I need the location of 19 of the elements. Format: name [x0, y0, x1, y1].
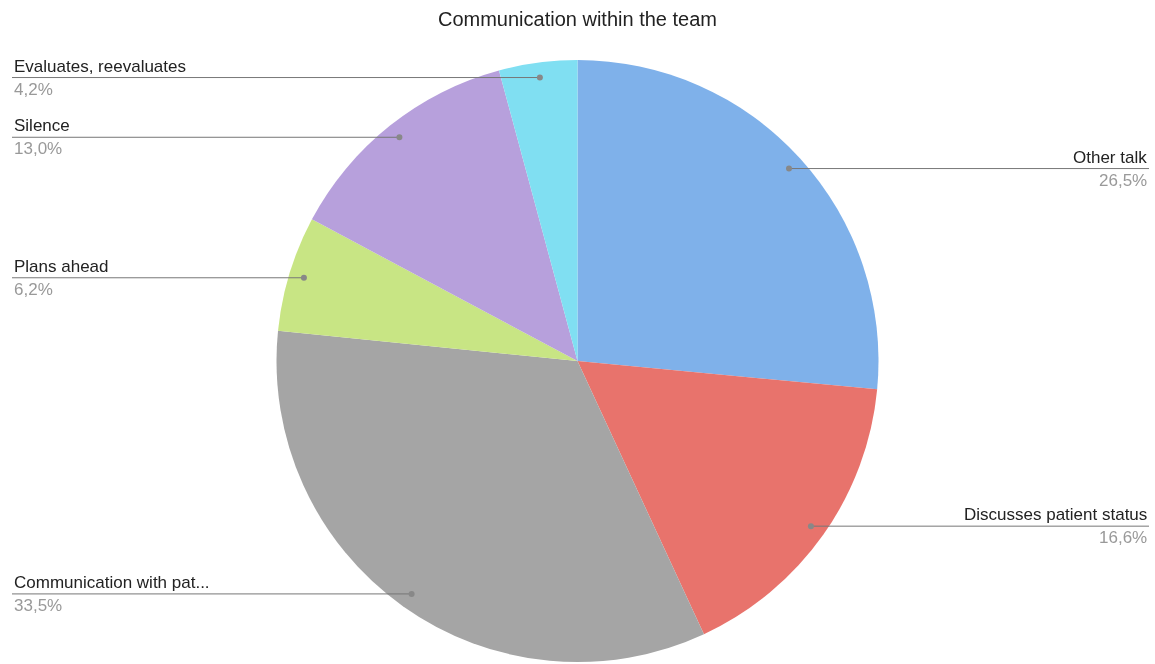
slice-label: Plans ahead	[14, 257, 109, 276]
data-label: 26,5%	[1099, 171, 1148, 190]
data-label: 4,2%	[14, 80, 53, 99]
pie-slice	[278, 219, 578, 361]
pie-slice	[577, 60, 879, 390]
pie-slice	[311, 70, 578, 361]
slice-label: Evaluates, reevaluates	[14, 57, 186, 76]
pie-slice	[276, 330, 704, 662]
slice-label: Communication with pat...	[14, 573, 210, 592]
pie-slice	[498, 60, 578, 361]
slice-label: Discusses patient status	[964, 505, 1148, 524]
data-label: 33,5%	[14, 596, 63, 615]
slice-label: Other talk	[1073, 148, 1148, 167]
slice-label: Silence	[14, 116, 70, 135]
chart-title: Communication within the team	[437, 8, 718, 30]
data-label: 16,6%	[1099, 528, 1148, 547]
data-label: 6,2%	[14, 280, 53, 299]
data-label: 13,0%	[14, 139, 63, 158]
pie-slice	[577, 361, 878, 635]
